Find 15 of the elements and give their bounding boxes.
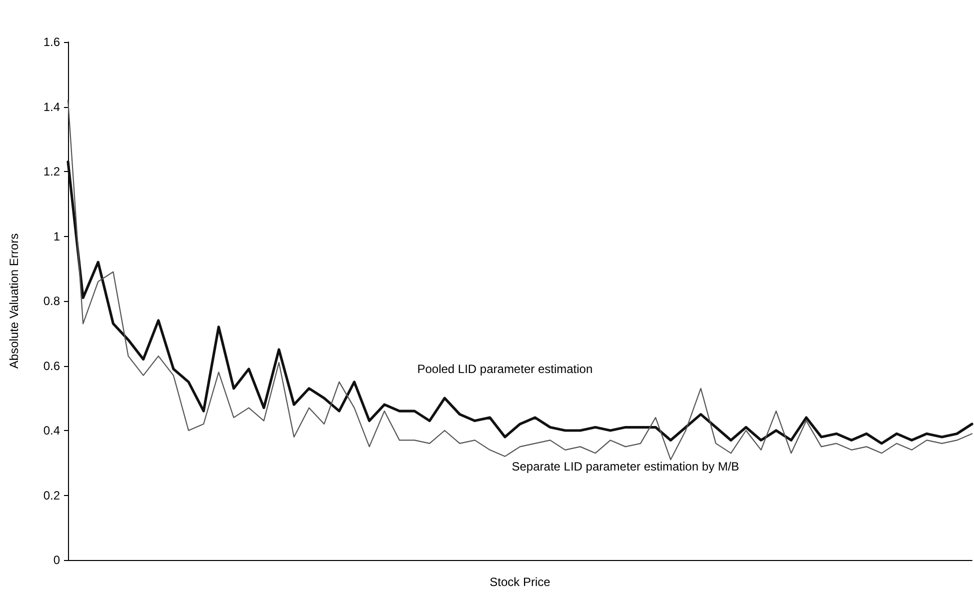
line-series bbox=[67, 100, 973, 460]
y-tick-label: 1.4 bbox=[43, 100, 60, 114]
y-tick-label: 0.2 bbox=[43, 488, 60, 502]
y-tick-label: 0.4 bbox=[43, 424, 60, 438]
y-axis-title: Absolute Valuation Errors bbox=[7, 233, 21, 369]
y-tick-label: 0.8 bbox=[43, 294, 60, 308]
line-series bbox=[66, 160, 974, 445]
y-tick-label: 0 bbox=[53, 553, 60, 567]
x-axis-title: Stock Price bbox=[490, 575, 551, 589]
y-tick-label: 1.6 bbox=[43, 35, 60, 49]
y-tick-label: 1.2 bbox=[43, 164, 60, 178]
text: Pooled LID parameter estimation bbox=[417, 362, 593, 376]
y-tick-label: 1 bbox=[53, 229, 60, 244]
y-tick-label: 0.6 bbox=[43, 358, 60, 373]
series-label: Separate LID parameter estimation by M/B bbox=[512, 460, 740, 474]
